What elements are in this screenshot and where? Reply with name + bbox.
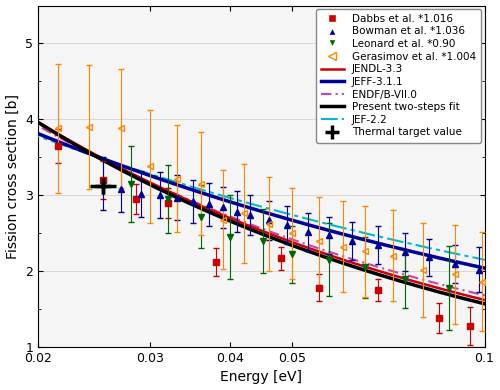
JEF-2.2	[78, 149, 84, 154]
JENDL-3.3	[20, 111, 26, 115]
Legend: Dabbs et al. *1.016, Bowman et al. *1.036, Leonard et al. *0.90, Gerasimov et al: Dabbs et al. *1.016, Bowman et al. *1.03…	[316, 9, 482, 142]
JEFF-3.1.1	[20, 126, 26, 130]
ENDF/B-VII.0	[366, 262, 372, 266]
ENDF/B-VII.0	[208, 207, 214, 211]
Y-axis label: Fission cross section [b]: Fission cross section [b]	[6, 94, 20, 259]
X-axis label: Energy [eV]: Energy [eV]	[220, 370, 302, 385]
Present two-steps fit	[176, 196, 182, 200]
JENDL-3.3	[495, 301, 500, 306]
Line: ENDF/B-VII.0: ENDF/B-VII.0	[24, 118, 498, 299]
JEF-2.2	[495, 260, 500, 265]
JEF-2.2	[363, 231, 369, 236]
JEFF-3.1.1	[363, 238, 369, 243]
Line: Present two-steps fit: Present two-steps fit	[24, 113, 498, 307]
ENDF/B-VII.0	[20, 115, 26, 120]
JENDL-3.3	[366, 266, 372, 270]
JEFF-3.1.1	[366, 238, 372, 243]
Present two-steps fit	[78, 145, 84, 150]
JENDL-3.3	[78, 144, 84, 149]
ENDF/B-VII.0	[176, 193, 182, 197]
JEFF-3.1.1	[208, 194, 214, 199]
JENDL-3.3	[319, 250, 325, 255]
JENDL-3.3	[176, 193, 182, 198]
Present two-steps fit	[495, 305, 500, 309]
ENDF/B-VII.0	[319, 247, 325, 252]
Line: JEF-2.2: JEF-2.2	[24, 131, 498, 262]
JEF-2.2	[20, 129, 26, 133]
JEFF-3.1.1	[176, 183, 182, 188]
JEFF-3.1.1	[495, 269, 500, 273]
ENDF/B-VII.0	[78, 147, 84, 151]
Line: JEFF-3.1.1: JEFF-3.1.1	[24, 128, 498, 271]
JEFF-3.1.1	[319, 226, 325, 231]
ENDF/B-VII.0	[495, 296, 500, 301]
JEF-2.2	[319, 220, 325, 225]
Present two-steps fit	[363, 268, 369, 273]
JEF-2.2	[366, 232, 372, 236]
JEF-2.2	[208, 190, 214, 195]
Present two-steps fit	[366, 269, 372, 274]
Present two-steps fit	[20, 111, 26, 116]
Line: JENDL-3.3: JENDL-3.3	[24, 113, 498, 303]
Present two-steps fit	[208, 211, 214, 216]
Present two-steps fit	[319, 254, 325, 259]
JENDL-3.3	[363, 265, 369, 269]
ENDF/B-VII.0	[363, 261, 369, 266]
JEFF-3.1.1	[78, 148, 84, 153]
JEF-2.2	[176, 181, 182, 185]
JENDL-3.3	[208, 208, 214, 213]
